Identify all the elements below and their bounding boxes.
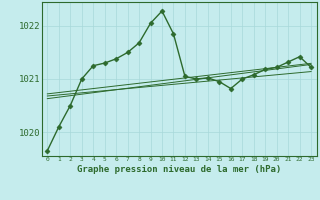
X-axis label: Graphe pression niveau de la mer (hPa): Graphe pression niveau de la mer (hPa): [77, 165, 281, 174]
